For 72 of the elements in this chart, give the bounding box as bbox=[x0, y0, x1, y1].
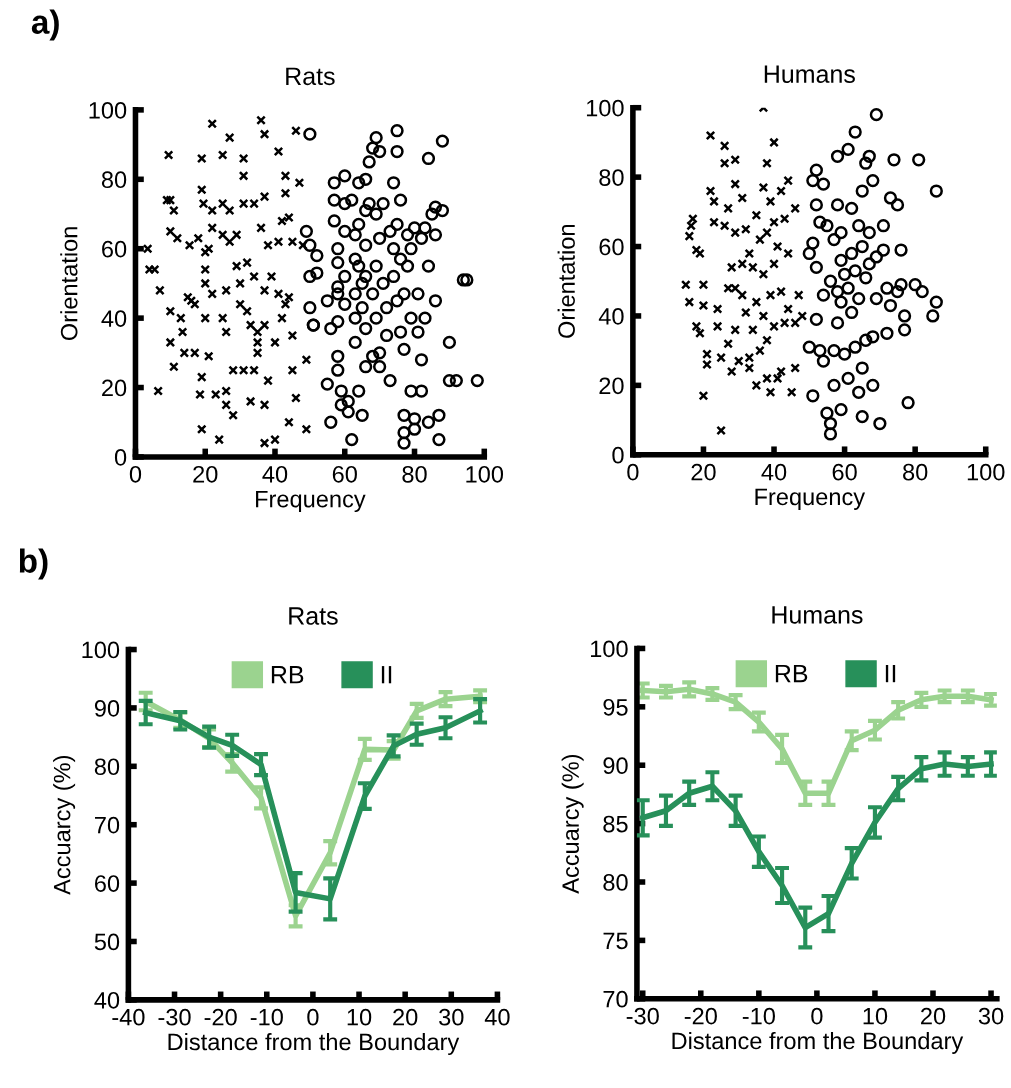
y-tick-label: 20 bbox=[599, 377, 624, 395]
x-tick-label: 0 bbox=[627, 463, 639, 481]
chart-title: Humans bbox=[764, 65, 855, 83]
y-tick-label: 95 bbox=[603, 698, 628, 716]
y-tick-label: 50 bbox=[94, 933, 120, 951]
y-tick-label: 0 bbox=[612, 446, 624, 464]
x-tick-label: -20 bbox=[684, 1007, 717, 1025]
y-tick-label: 90 bbox=[603, 757, 628, 775]
x-tick-label: -10 bbox=[742, 1007, 775, 1025]
x-tick-label: -20 bbox=[204, 1008, 237, 1026]
y-tick-label: 75 bbox=[603, 932, 628, 950]
x-axis-title: Frequency bbox=[256, 490, 366, 513]
legend-label: II bbox=[885, 665, 896, 683]
x-tick-label: 10 bbox=[347, 1008, 372, 1026]
x-tick-label: 40 bbox=[484, 1008, 510, 1026]
x-tick-label: 30 bbox=[978, 1007, 1004, 1025]
y-tick-label: 60 bbox=[95, 875, 120, 892]
x-tick-label: 20 bbox=[691, 463, 716, 481]
x-tick-label: 20 bbox=[193, 465, 218, 483]
y-tick-label: 100 bbox=[586, 99, 624, 117]
y-axis-title: Accuarcy (%) bbox=[53, 755, 76, 895]
x-tick-label: 40 bbox=[761, 463, 787, 481]
x-tick-label: 60 bbox=[332, 465, 357, 483]
chart-title: Rats bbox=[289, 607, 338, 625]
x-tick-label: -30 bbox=[158, 1008, 191, 1026]
y-tick-label: 70 bbox=[603, 990, 628, 1008]
y-tick-label: 60 bbox=[599, 238, 624, 256]
x-tick-label: 0 bbox=[307, 1008, 319, 1026]
x-tick-label: 20 bbox=[921, 1007, 946, 1025]
x-tick-label: 0 bbox=[811, 1007, 823, 1025]
y-tick-label: 40 bbox=[598, 308, 624, 325]
x-tick-label: 40 bbox=[262, 465, 288, 483]
x-tick-label: 0 bbox=[129, 465, 142, 483]
x-tick-label: 100 bbox=[967, 463, 1005, 481]
y-tick-label: 90 bbox=[94, 699, 120, 717]
y-tick-label: 85 bbox=[603, 815, 628, 833]
y-tick-label: 80 bbox=[94, 758, 120, 776]
y-tick-label: 100 bbox=[89, 101, 127, 119]
y-tick-label: 80 bbox=[603, 874, 628, 891]
x-axis-title: Distance from the Boundary bbox=[672, 1031, 964, 1054]
x-tick-label: -30 bbox=[626, 1007, 659, 1025]
y-tick-label: 80 bbox=[101, 171, 127, 189]
y-tick-label: 80 bbox=[599, 169, 624, 186]
y-axis-title: Orientation bbox=[557, 225, 575, 338]
x-tick-label: 80 bbox=[903, 463, 928, 481]
legend-label: II bbox=[381, 666, 392, 684]
y-axis-title: Accuarcy (%) bbox=[561, 754, 584, 894]
x-tick-label: -40 bbox=[112, 1008, 145, 1026]
text: b) bbox=[19, 548, 48, 580]
y-tick-label: 70 bbox=[95, 816, 120, 834]
x-tick-label: 30 bbox=[439, 1008, 464, 1026]
x-axis-title: Frequency bbox=[755, 488, 866, 510]
x-tick-label: 80 bbox=[402, 465, 427, 483]
y-axis-title: Orientation bbox=[60, 227, 78, 341]
y-tick-label: 100 bbox=[591, 640, 628, 658]
x-tick-label: 100 bbox=[466, 465, 504, 483]
y-tick-label: 0 bbox=[114, 449, 127, 466]
y-tick-label: 40 bbox=[94, 991, 120, 1009]
x-tick-label: -10 bbox=[250, 1008, 283, 1026]
text: a) bbox=[31, 9, 59, 41]
chart-title: Rats bbox=[286, 67, 335, 86]
legend-label: RB bbox=[271, 666, 304, 684]
y-tick-label: 20 bbox=[102, 379, 127, 397]
x-tick-label: 10 bbox=[863, 1007, 888, 1025]
x-tick-label: 60 bbox=[832, 463, 857, 481]
legend-label: RB bbox=[775, 665, 808, 683]
y-tick-label: 100 bbox=[82, 641, 120, 659]
x-tick-label: 20 bbox=[393, 1008, 418, 1026]
y-tick-label: 40 bbox=[101, 310, 127, 327]
y-tick-label: 60 bbox=[102, 240, 127, 258]
x-axis-title: Distance from the Boundary bbox=[168, 1032, 460, 1055]
chart-title: Humans bbox=[772, 606, 863, 624]
